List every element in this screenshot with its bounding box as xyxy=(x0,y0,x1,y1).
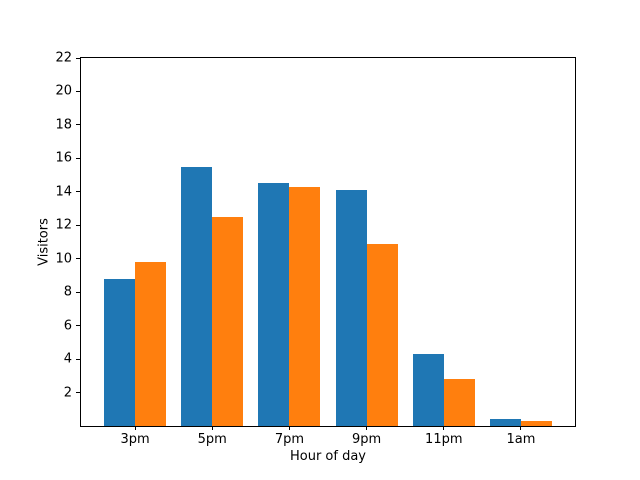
bar-3pm-orange xyxy=(135,262,167,426)
bar-11pm-orange xyxy=(443,379,475,426)
y-tick-label: 22 xyxy=(55,50,72,66)
y-tick-label: 20 xyxy=(55,83,72,99)
y-tick-mark xyxy=(76,392,80,394)
y-tick-label: 10 xyxy=(55,251,72,267)
y-tick-mark xyxy=(76,291,80,293)
bar-5pm-blue xyxy=(181,166,213,426)
x-tick-label: 11pm xyxy=(425,432,463,447)
y-tick-mark xyxy=(76,325,80,327)
y-tick-mark xyxy=(76,224,80,226)
y-tick-mark xyxy=(76,191,80,193)
plot-area: 2 4 6 8 10 12 14 16 18 20 22 3pm 5pm 7pm 9pm 11pm 1am xyxy=(55,52,576,446)
bar-9pm-blue xyxy=(335,190,367,426)
bar-11pm-blue xyxy=(412,354,444,426)
bar-7pm-blue xyxy=(258,183,290,426)
bar-7pm-orange xyxy=(289,186,321,426)
y-tick-label: 14 xyxy=(55,184,72,200)
y-tick-mark xyxy=(76,124,80,126)
x-tick-mark xyxy=(443,426,445,430)
bar-3pm-blue xyxy=(104,278,136,426)
y-tick-label: 6 xyxy=(63,318,72,334)
x-tick-mark xyxy=(211,426,213,430)
y-tick-mark xyxy=(76,358,80,360)
x-tick-mark xyxy=(520,426,522,430)
y-tick-label: 8 xyxy=(63,284,72,300)
bar-5pm-orange xyxy=(212,216,244,426)
y-axis-label: Visitors xyxy=(36,218,52,266)
x-tick-mark xyxy=(366,426,368,430)
x-tick-label: 7pm xyxy=(274,432,304,447)
x-tick-label: 9pm xyxy=(352,432,382,447)
y-tick-label: 4 xyxy=(63,351,72,367)
y-tick-label: 18 xyxy=(55,117,72,133)
x-tick-mark xyxy=(134,426,136,430)
y-tick-mark xyxy=(76,90,80,92)
bar-1am-blue xyxy=(489,419,521,426)
bar-1am-orange xyxy=(520,420,552,426)
x-tick-label: 3pm xyxy=(120,432,150,447)
y-tick-label: 12 xyxy=(55,217,72,233)
x-tick-label: 5pm xyxy=(197,432,227,447)
y-tick-label: 16 xyxy=(55,150,72,166)
bar-9pm-orange xyxy=(366,243,398,426)
x-axis-label: Hour of day xyxy=(289,449,367,464)
y-tick-mark xyxy=(76,258,80,260)
y-tick-label: 2 xyxy=(63,385,72,401)
y-tick-mark xyxy=(76,157,80,159)
x-tick-mark xyxy=(288,426,290,430)
y-tick-mark xyxy=(76,57,80,59)
x-tick-label: 1am xyxy=(506,432,536,447)
